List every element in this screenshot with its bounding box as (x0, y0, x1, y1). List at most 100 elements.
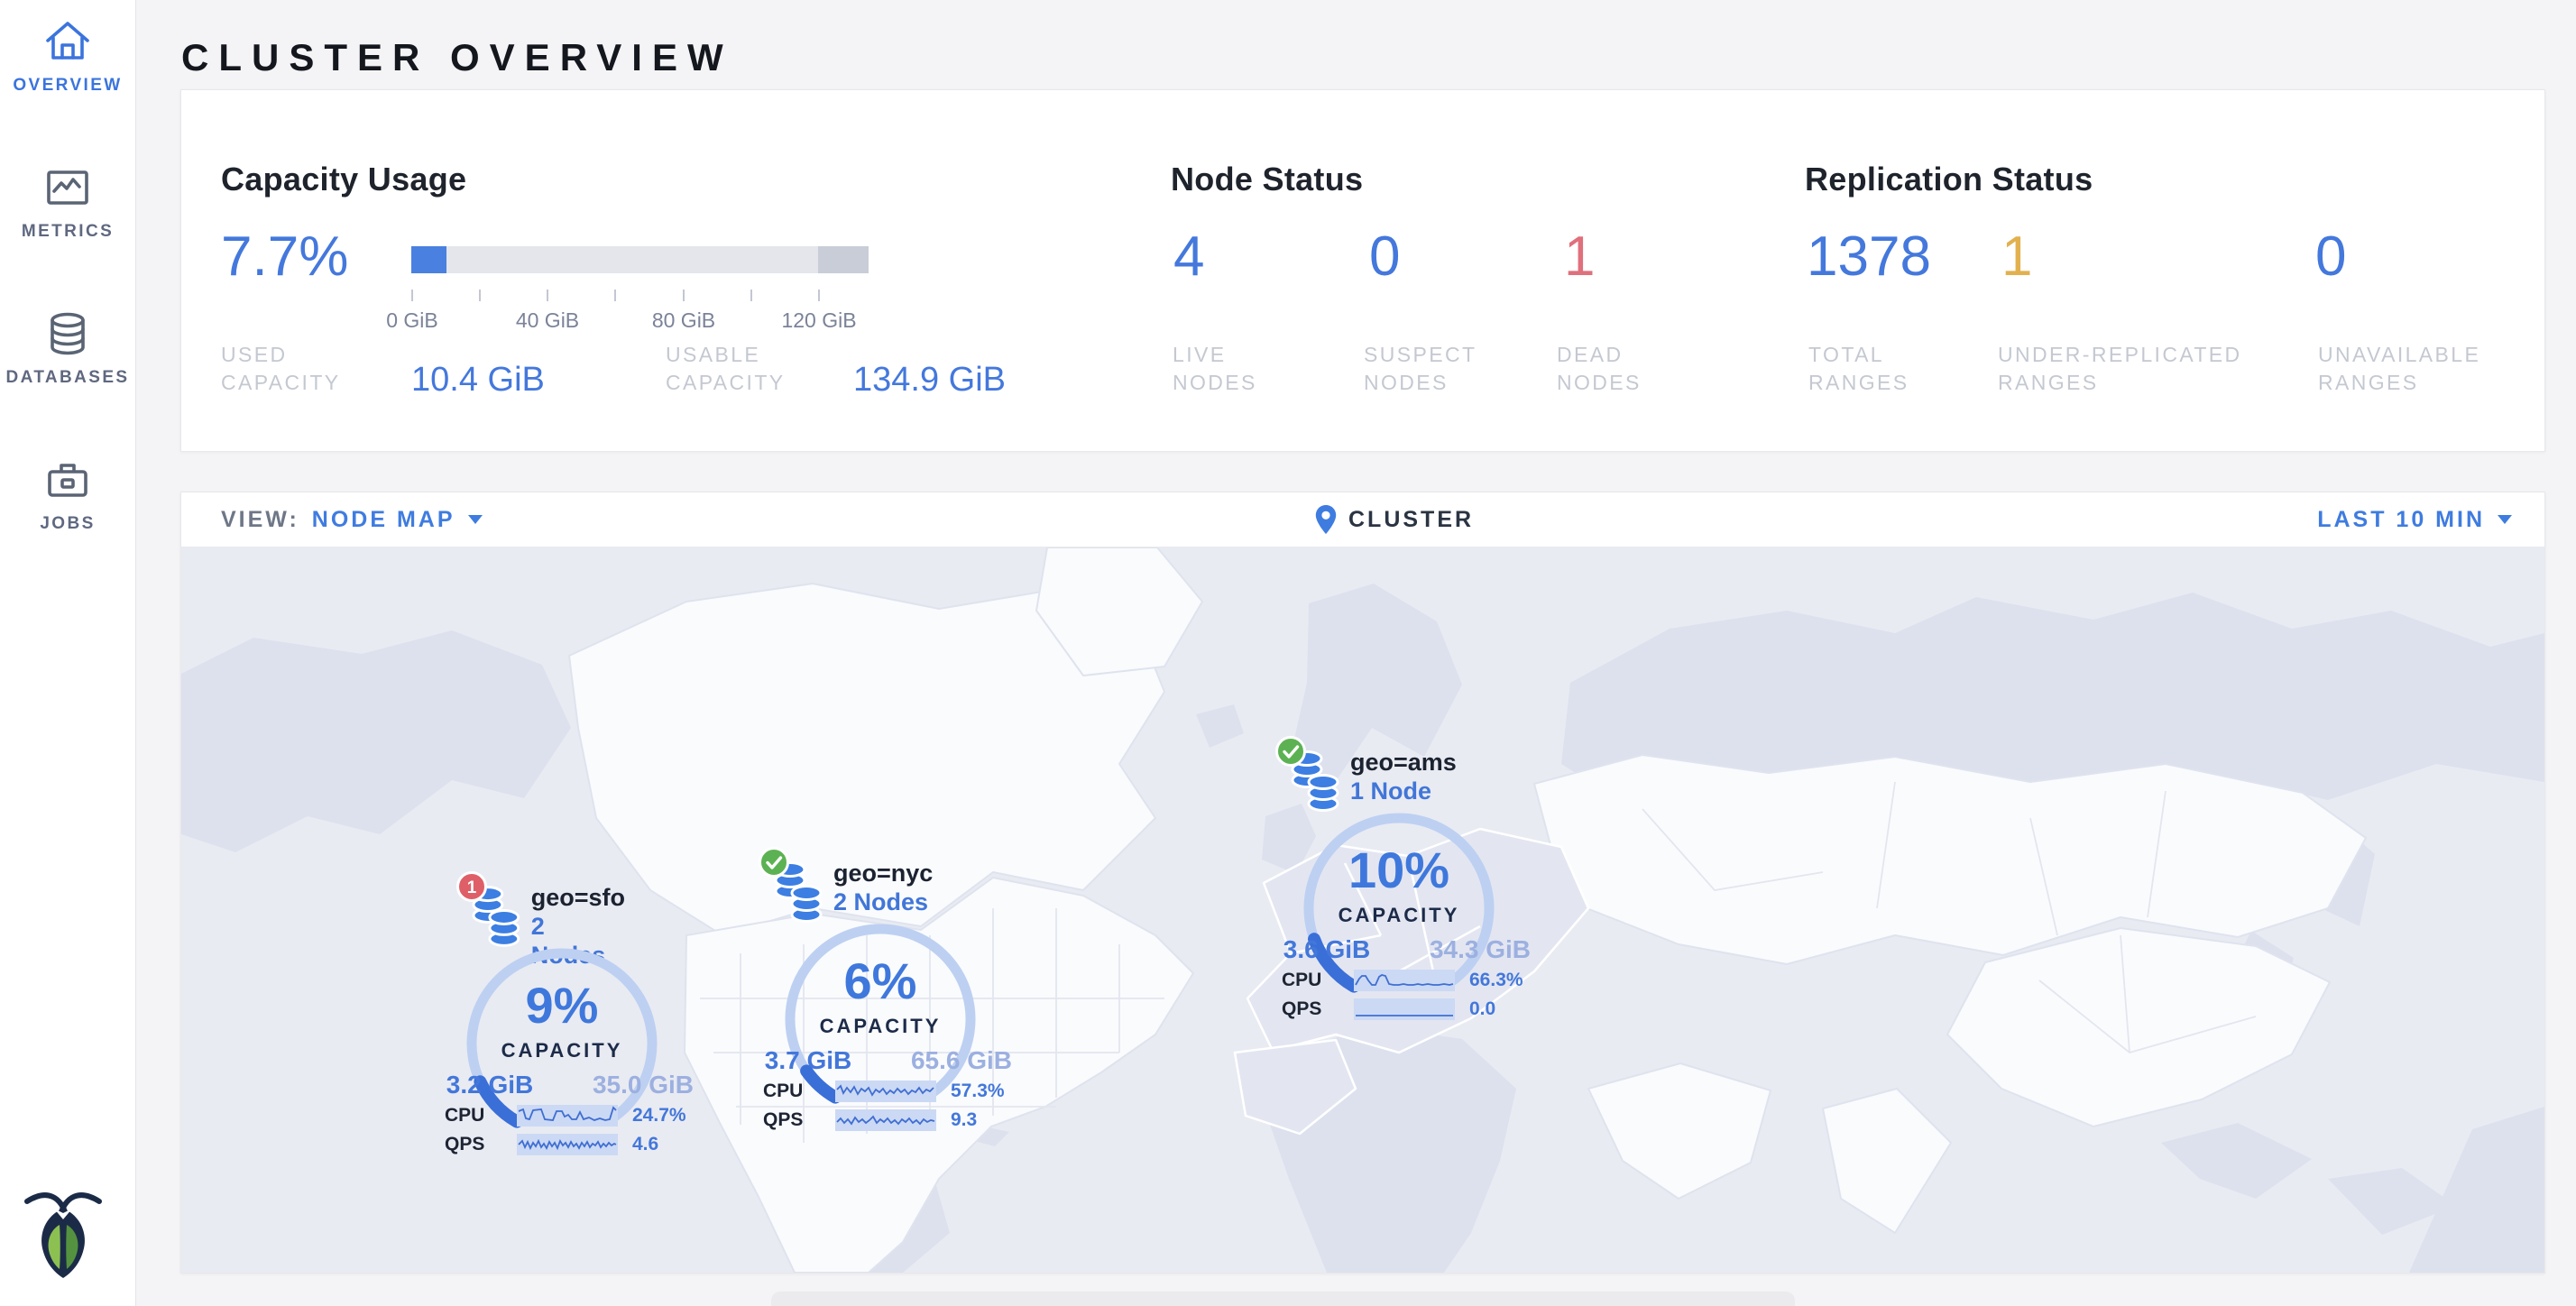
capacity-percent-label: 6% (843, 952, 917, 1009)
total-capacity: 34.3 GiB (1429, 935, 1532, 963)
cpu-sparkline (1354, 970, 1455, 991)
cockroachdb-logo (24, 1192, 102, 1278)
axis-tick (818, 290, 820, 301)
qps-value: 0.0 (1469, 998, 1496, 1019)
locality-name: geo=ams (1350, 749, 1457, 776)
sidebar-item-overview[interactable]: OVERVIEW (13, 16, 122, 96)
capacity-bar-total-segment (818, 246, 869, 273)
unavailable-ranges-label: UNAVAILABLE RANGES (2318, 343, 2481, 394)
qps-sparkline (517, 1134, 618, 1155)
qps-value: 4.6 (632, 1134, 659, 1154)
database-stack-icon (472, 886, 520, 947)
capacity-caption: CAPACITY (1338, 904, 1460, 926)
live-nodes-label: LIVE NODES (1173, 343, 1257, 394)
capacity-caption: CAPACITY (501, 1039, 623, 1062)
healthy-check-badge (1275, 736, 1306, 767)
axis-tick (614, 290, 616, 301)
jobs-icon (48, 464, 87, 497)
qps-sparkline (1354, 998, 1455, 1020)
cluster-summary-panel: Capacity Usage 7.7% 0 GiB 40 GiB 80 GiB … (180, 89, 2545, 452)
healthy-check-badge (759, 847, 789, 878)
used-capacity: 3.7 GiB (764, 1046, 852, 1074)
axis-tick (479, 290, 481, 301)
locality-name: geo=nyc (833, 860, 934, 887)
databases-icon (51, 312, 85, 355)
axis-tick-label: 40 GiB (515, 308, 580, 332)
cpu-label: CPU (445, 1105, 485, 1126)
locality-node-count: 1 Node (1350, 777, 1432, 805)
breadcrumb-cluster[interactable]: CLUSTER (1348, 506, 1475, 532)
svg-text:1: 1 (467, 878, 477, 897)
capacity-gauge (466, 948, 658, 1128)
live-nodes-value: 4 (1173, 225, 1205, 288)
used-capacity-label: USED CAPACITY (221, 343, 341, 394)
total-capacity: 65.6 GiB (910, 1046, 1013, 1074)
page-title: CLUSTER OVERVIEW (181, 36, 733, 79)
next-section-edge (771, 1292, 1795, 1306)
capacity-gauge (785, 924, 976, 1104)
home-icon (46, 22, 89, 60)
metrics-icon (47, 170, 88, 205)
cpu-label: CPU (1282, 970, 1322, 990)
cpu-sparkline (835, 1081, 936, 1102)
qps-value: 9.3 (951, 1109, 978, 1130)
usable-capacity-value: 134.9 GiB (853, 361, 1006, 399)
cpu-sparkline (517, 1105, 618, 1127)
total-ranges-label: TOTAL RANGES (1808, 343, 1909, 394)
node-map-panel: VIEW: NODE MAP CLUSTER LAST 10 MIN (180, 492, 2545, 1274)
capacity-percent-label: 9% (525, 977, 599, 1034)
node-status-title: Node Status (1171, 160, 1364, 198)
total-ranges-value: 1378 (1807, 225, 1931, 288)
axis-tick (750, 290, 752, 301)
cpu-value: 24.7% (632, 1105, 686, 1126)
used-capacity: 3.2 GiB (446, 1071, 534, 1099)
dead-node-badge: 1 (456, 871, 487, 902)
axis-tick-label: 80 GiB (651, 308, 716, 332)
view-dropdown[interactable]: NODE MAP (311, 506, 455, 532)
suspect-nodes-label: SUSPECT NODES (1364, 343, 1477, 394)
sidebar-item-label: JOBS (40, 514, 96, 533)
sidebar-item-metrics[interactable]: METRICS (22, 162, 114, 242)
locality-node-count: 2 Nodes (833, 888, 929, 915)
capacity-gauge (1303, 813, 1495, 993)
under-replicated-ranges-label: UNDER-REPLICATED RANGES (1998, 343, 2242, 394)
capacity-percent-label: 10% (1348, 842, 1450, 898)
chevron-down-icon[interactable] (467, 515, 483, 524)
sidebar-item-jobs[interactable]: JOBS (40, 455, 95, 534)
dead-nodes-value: 1 (1564, 225, 1596, 288)
qps-label: QPS (763, 1109, 804, 1130)
capacity-caption: CAPACITY (819, 1015, 942, 1037)
qps-sparkline (835, 1109, 936, 1131)
axis-tick-label: 120 GiB (781, 308, 857, 332)
view-label: VIEW: (221, 506, 299, 532)
sidebar: OVERVIEW METRICS DATABASES (0, 0, 136, 1306)
sidebar-item-label: OVERVIEW (13, 76, 123, 95)
axis-tick (547, 290, 548, 301)
qps-label: QPS (1282, 998, 1322, 1019)
axis-tick-label: 0 GiB (386, 308, 438, 332)
qps-label: QPS (445, 1134, 485, 1154)
sidebar-item-databases[interactable]: DATABASES (5, 308, 129, 388)
map-pin-icon (1315, 505, 1337, 534)
cpu-label: CPU (763, 1081, 804, 1101)
capacity-bar-used-fill (411, 246, 447, 273)
capacity-percent: 7.7% (221, 225, 349, 288)
node-map: 1 geo=sfo 2 Nodes (181, 547, 2544, 1273)
database-stack-icon (774, 861, 823, 923)
chevron-down-icon (2498, 515, 2512, 524)
sidebar-item-label: METRICS (21, 222, 115, 241)
replication-status-title: Replication Status (1805, 160, 2093, 198)
usable-capacity-label: USABLE CAPACITY (666, 343, 786, 394)
axis-tick (683, 290, 685, 301)
map-toolbar: VIEW: NODE MAP CLUSTER LAST 10 MIN (181, 492, 2544, 547)
time-range-dropdown[interactable]: LAST 10 MIN (2317, 492, 2512, 547)
axis-tick (411, 290, 413, 301)
used-capacity: 3.6 GiB (1283, 935, 1371, 963)
sidebar-item-label: DATABASES (5, 368, 130, 387)
capacity-usage-title: Capacity Usage (221, 160, 467, 198)
suspect-nodes-value: 0 (1369, 225, 1401, 288)
unavailable-ranges-value: 0 (2315, 225, 2347, 288)
cpu-value: 66.3% (1469, 970, 1523, 990)
used-capacity-value: 10.4 GiB (411, 361, 545, 399)
